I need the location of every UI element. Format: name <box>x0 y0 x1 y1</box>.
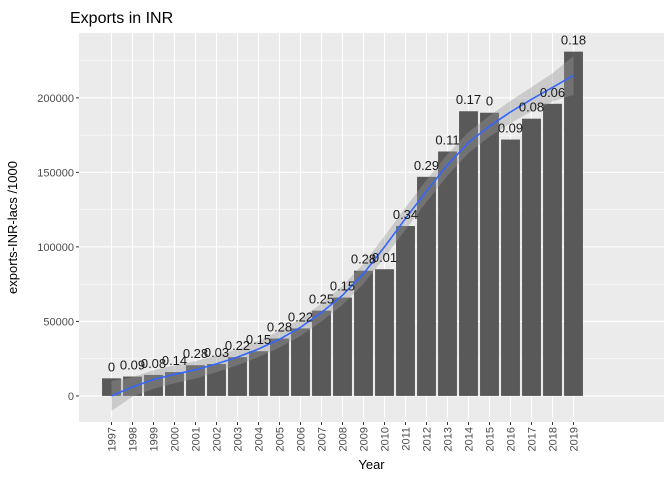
bar <box>102 378 121 396</box>
x-tick-label: 2015 <box>485 427 497 451</box>
y-tick-label: 50000 <box>43 316 74 328</box>
x-tick-label: 2013 <box>443 427 455 451</box>
bar-value-label: 0.34 <box>393 207 418 222</box>
bar-value-label: 0.17 <box>456 92 481 107</box>
bar-value-label: 0.15 <box>330 279 355 294</box>
bar-value-label: 0.14 <box>162 353 187 368</box>
bar-value-label: 0.09 <box>120 358 145 373</box>
bar-value-label: 0.08 <box>519 100 544 115</box>
bar <box>165 372 184 396</box>
y-axis-title: exports-INR-lacs /1000 <box>5 161 20 294</box>
smooth-band-group <box>111 56 574 411</box>
bar-value-label: 0.28 <box>267 320 292 335</box>
bar <box>438 151 457 396</box>
x-tick-label: 2018 <box>548 427 560 451</box>
x-tick-label: 2010 <box>380 427 392 451</box>
bar <box>270 338 289 396</box>
x-tick-label: 2003 <box>233 427 245 451</box>
x-tick-label: 2017 <box>527 427 539 451</box>
bar <box>354 270 373 396</box>
bar <box>501 139 520 396</box>
bar-value-label: 0.25 <box>309 292 334 307</box>
x-tick-label: 2007 <box>317 427 329 451</box>
x-tick-label: 2002 <box>212 427 224 451</box>
y-tick-label: 100000 <box>37 242 74 254</box>
bar-value-label: 0.15 <box>246 332 271 347</box>
bar <box>249 351 268 396</box>
x-tick-label: 1997 <box>107 427 119 451</box>
bar <box>333 297 352 396</box>
x-axis-title: Year <box>358 457 385 472</box>
x-tick-label: 1999 <box>149 427 161 451</box>
bar <box>459 111 478 396</box>
bar <box>312 310 331 396</box>
x-tick-label: 2012 <box>422 427 434 451</box>
bar <box>543 103 562 396</box>
bar <box>186 365 205 396</box>
bar-value-label: 0.22 <box>288 309 313 324</box>
x-tick-label: 2009 <box>359 427 371 451</box>
bar-value-label: 0.08 <box>141 356 166 371</box>
y-tick-label: 200000 <box>37 93 74 105</box>
bar-value-label: 0.01 <box>372 250 397 265</box>
y-tick-label: 0 <box>68 391 74 403</box>
bar-value-label: 0.18 <box>561 33 586 48</box>
bar <box>480 112 499 396</box>
x-tick-label: 2014 <box>464 427 476 451</box>
bar <box>144 374 163 396</box>
chart-title: Exports in INR <box>70 10 173 27</box>
x-tick-label: 2000 <box>170 427 182 451</box>
bar <box>417 176 436 396</box>
bar-value-label: 0 <box>108 359 115 374</box>
bar <box>228 357 247 396</box>
x-tick-label: 2016 <box>506 427 518 451</box>
bar-value-label: 0.06 <box>540 85 565 100</box>
x-tick-label: 2005 <box>275 427 287 451</box>
y-axis: 0 50000 100000 150000 200000 <box>37 93 79 403</box>
bar-value-label: 0.29 <box>414 158 439 173</box>
x-tick-label: 1998 <box>128 427 140 451</box>
bar <box>564 51 583 396</box>
smooth-confidence-band <box>111 56 574 411</box>
x-tick-label: 2004 <box>254 427 266 451</box>
x-tick-label: 2008 <box>338 427 350 451</box>
smooth-line-group <box>111 74 574 397</box>
bar <box>522 118 541 396</box>
x-tick-label: 2001 <box>191 427 203 451</box>
bar-value-label: 0.11 <box>435 132 459 147</box>
smooth-line <box>111 74 574 397</box>
bar-value-label: 0.09 <box>498 121 523 136</box>
bar <box>207 364 226 396</box>
y-tick-label: 150000 <box>37 167 74 179</box>
bar-value-label: 0.22 <box>225 338 250 353</box>
bar-value-label: 0.28 <box>351 252 376 267</box>
bar-value-label: 0.28 <box>183 346 208 361</box>
x-tick-label: 2006 <box>296 427 308 451</box>
bar <box>291 328 310 396</box>
bar <box>396 226 415 396</box>
x-tick-label: 2011 <box>401 427 413 451</box>
bars <box>102 51 583 396</box>
bar <box>375 269 394 396</box>
bar-value-label: 0.03 <box>204 345 229 360</box>
x-axis: 1997 1998 1999 2000 2001 2002 2003 2004 2005 2006… <box>107 422 581 451</box>
bar-value-label: 0 <box>486 94 493 109</box>
bar-labels: 0 0.090.080.140.280.030.220.150.280.220.2… <box>108 33 586 375</box>
x-tick-label: 2019 <box>569 427 581 451</box>
